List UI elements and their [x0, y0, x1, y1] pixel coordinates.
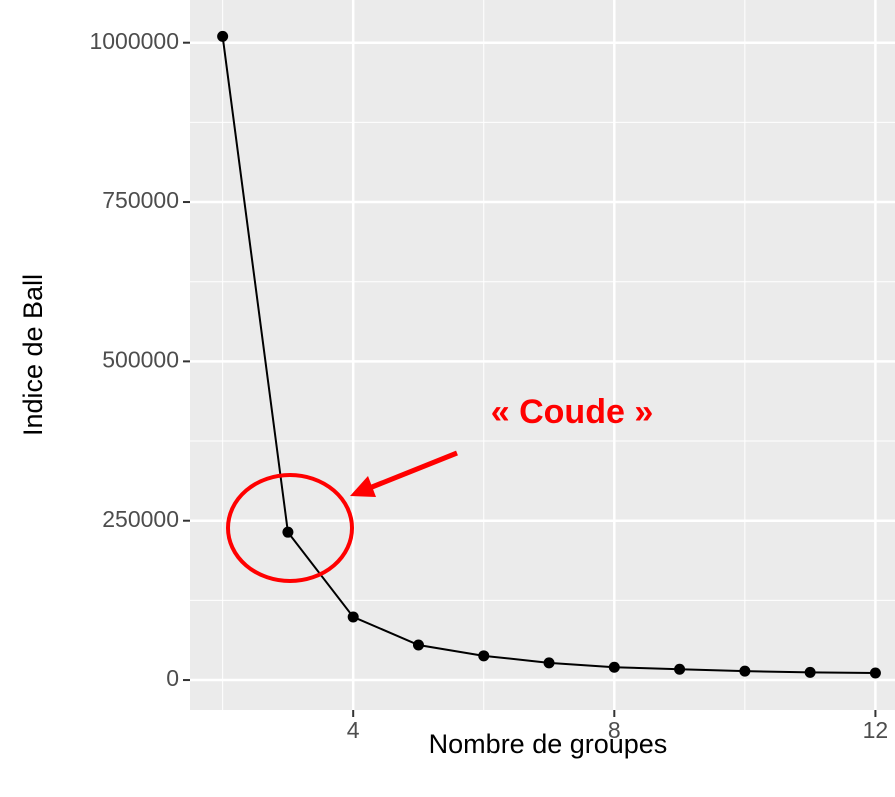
point [674, 663, 686, 675]
y-tick-label: 500000 [102, 346, 179, 372]
y-tick-label: 1000000 [89, 28, 179, 54]
point [282, 526, 294, 538]
x-tick-label: 12 [863, 717, 889, 743]
point [478, 650, 490, 662]
y-axis-title: Indice de Ball [18, 274, 48, 436]
point [347, 611, 359, 623]
point [543, 657, 555, 669]
point [869, 667, 881, 679]
arrow-head [350, 476, 376, 497]
x-tick-label: 4 [347, 717, 360, 743]
arrow-shaft [361, 450, 458, 494]
grid [190, 0, 895, 710]
highlight-circle [226, 473, 354, 583]
y-tick-label: 0 [166, 665, 179, 691]
y-tick-label: 750000 [102, 187, 179, 213]
point [804, 666, 816, 678]
point [739, 665, 751, 677]
y-tick-label: 250000 [102, 506, 179, 532]
annotation: « Coude » [226, 393, 653, 583]
point [608, 661, 620, 673]
x-axis-title: Nombre de groupes [429, 729, 668, 759]
point [412, 639, 424, 651]
plot-panel [190, 0, 895, 710]
data-layer [217, 30, 881, 679]
x-tick-label: 8 [608, 717, 621, 743]
point [217, 30, 229, 42]
annotation-text: « Coude » [491, 393, 653, 431]
